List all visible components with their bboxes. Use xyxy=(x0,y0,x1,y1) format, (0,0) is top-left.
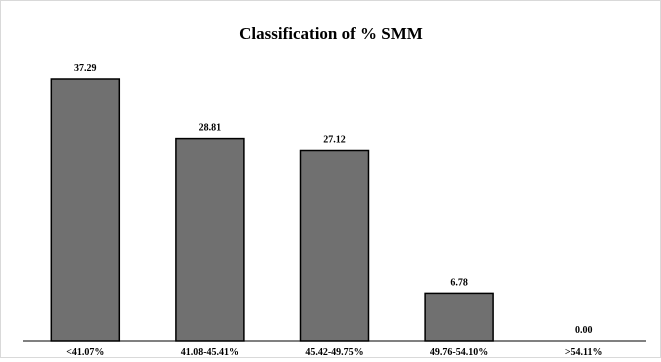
bar-1 xyxy=(175,137,245,342)
bar-2 xyxy=(299,149,370,342)
bar-3 xyxy=(424,292,494,342)
chart-title: Classification of % SMM xyxy=(239,24,423,43)
data-label-1: 28.81 xyxy=(199,123,222,134)
data-label-4: 0.00 xyxy=(575,325,593,336)
tick-label-2: 45.42-49.75% xyxy=(305,347,363,357)
tick-label-1: 41.08-45.41% xyxy=(181,347,239,357)
data-label-2: 27.12 xyxy=(323,135,346,146)
tick-label-4: >54.11% xyxy=(565,347,603,357)
data-label-3: 6.78 xyxy=(450,277,468,288)
bar-0 xyxy=(50,78,121,342)
data-label-0: 37.29 xyxy=(74,63,97,74)
tick-label-0: <41.07% xyxy=(66,347,104,357)
bars-group xyxy=(50,78,494,342)
tick-label-3: 49.76-54.10% xyxy=(430,347,488,357)
tick-labels-group: <41.07% 41.08-45.41% 45.42-49.75% 49.76-54.… xyxy=(66,347,603,358)
data-labels-group: 37.29 28.81 27.12 6.78 0.00 xyxy=(74,63,592,336)
